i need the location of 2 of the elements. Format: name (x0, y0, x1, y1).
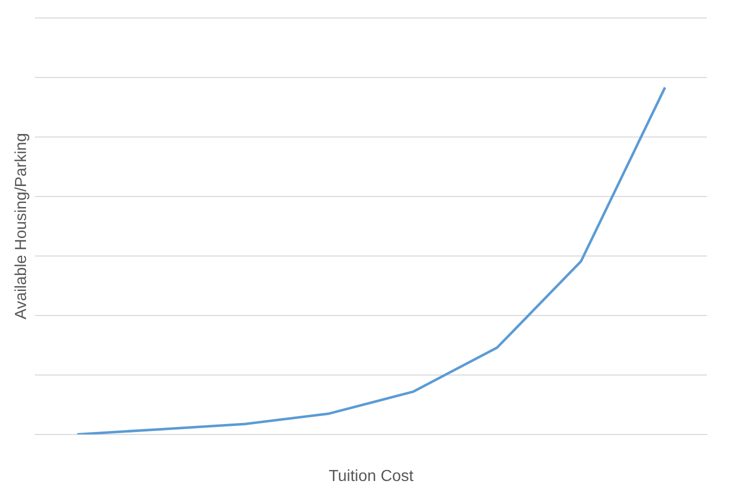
x-axis-title: Tuition Cost (328, 468, 414, 485)
y-axis-title: Available Housing/Parking (13, 132, 30, 320)
